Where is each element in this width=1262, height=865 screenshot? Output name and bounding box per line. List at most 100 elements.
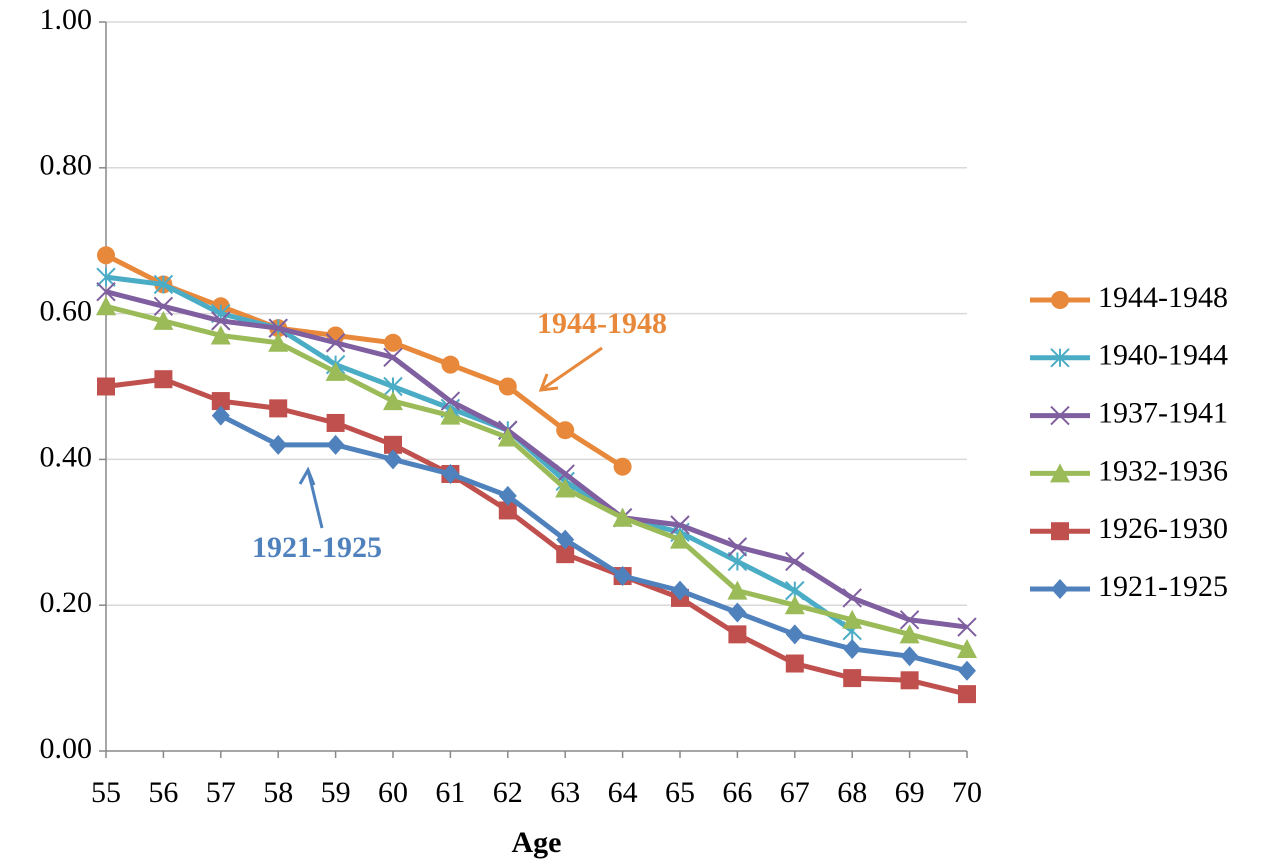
marker [556,421,575,440]
marker [153,296,174,317]
marker [440,405,461,425]
marker [269,399,288,418]
marker [900,671,919,690]
x-tick-label: 65 [665,776,695,809]
annotation: 1921-1925 [252,531,382,564]
marker [384,435,402,454]
x-tick-label: 68 [837,776,867,809]
marker [1051,522,1069,541]
legend-label: 1921-1925 [1098,570,1228,603]
marker [670,529,690,549]
series-line [105,303,968,652]
marker [325,361,346,381]
marker [384,449,402,470]
marker [97,246,115,265]
marker [785,551,805,572]
marker [785,654,804,673]
marker [671,580,689,601]
marker [153,310,174,330]
series-line [104,253,624,469]
marker [211,405,230,426]
series-line [105,274,854,633]
x-tick-label: 60 [378,776,408,809]
marker [441,355,460,374]
x-tick-label: 58 [263,776,293,809]
marker [498,377,517,396]
legend-label: 1932-1936 [1098,454,1228,487]
marker [728,625,747,644]
marker [958,685,976,704]
marker [727,537,748,557]
x-tick-label: 63 [550,776,580,809]
legend-label: 1926-1930 [1098,512,1228,545]
legend-label: 1940-1944 [1098,339,1228,372]
marker [785,624,804,645]
marker [843,669,862,688]
marker [498,485,517,506]
marker [670,515,690,535]
marker [268,318,288,338]
x-tick-label: 69 [895,776,925,809]
marker [154,370,173,389]
marker [211,392,230,411]
marker [211,311,231,331]
marker [899,624,920,644]
marker [96,267,116,287]
x-tick-label: 61 [435,776,465,809]
legend-label: 1944-1948 [1098,281,1228,314]
y-tick-label: 0.00 [40,732,93,765]
y-tick-label: 1.00 [40,3,93,36]
marker [957,617,977,637]
marker [842,609,863,629]
marker [497,427,518,447]
x-axis-label: Age [512,826,562,859]
marker [612,507,633,527]
marker [958,660,976,681]
x-tick-label: 59 [321,776,351,809]
marker [784,595,805,615]
marker [326,413,345,432]
x-tick-label: 67 [780,776,810,809]
marker [96,296,116,316]
marker [441,463,460,484]
marker [1051,291,1069,309]
marker [383,391,403,411]
marker [900,646,919,667]
marker [613,457,632,476]
annotation-arrow [540,346,603,392]
marker [97,377,115,396]
marker [326,434,345,455]
y-tick-label: 0.60 [40,294,93,327]
marker [1051,579,1069,599]
marker [384,333,402,352]
x-tick-label: 57 [206,776,236,809]
marker [383,347,403,368]
marker [899,610,920,630]
series-line [105,289,968,630]
marker [268,332,289,352]
marker [153,274,174,295]
marker [440,391,461,411]
annotation-arrowhead [298,466,316,486]
x-tick-label: 56 [148,776,178,809]
x-tick-label: 62 [493,776,523,809]
y-tick-label: 0.40 [40,440,93,473]
marker [325,333,346,353]
marker [269,434,288,455]
marker [843,638,862,659]
x-tick-label: 66 [722,776,752,809]
marker [727,580,748,600]
series-line [105,376,968,697]
legend-label: 1937-1941 [1098,396,1228,429]
x-tick-label: 70 [952,776,982,809]
series-line [219,413,968,674]
marker [96,282,116,302]
marker [498,501,517,520]
marker [728,602,747,623]
y-tick-label: 0.80 [40,149,93,182]
marker [555,478,576,498]
marker [556,529,575,550]
marker [842,588,862,608]
marker [210,325,231,345]
